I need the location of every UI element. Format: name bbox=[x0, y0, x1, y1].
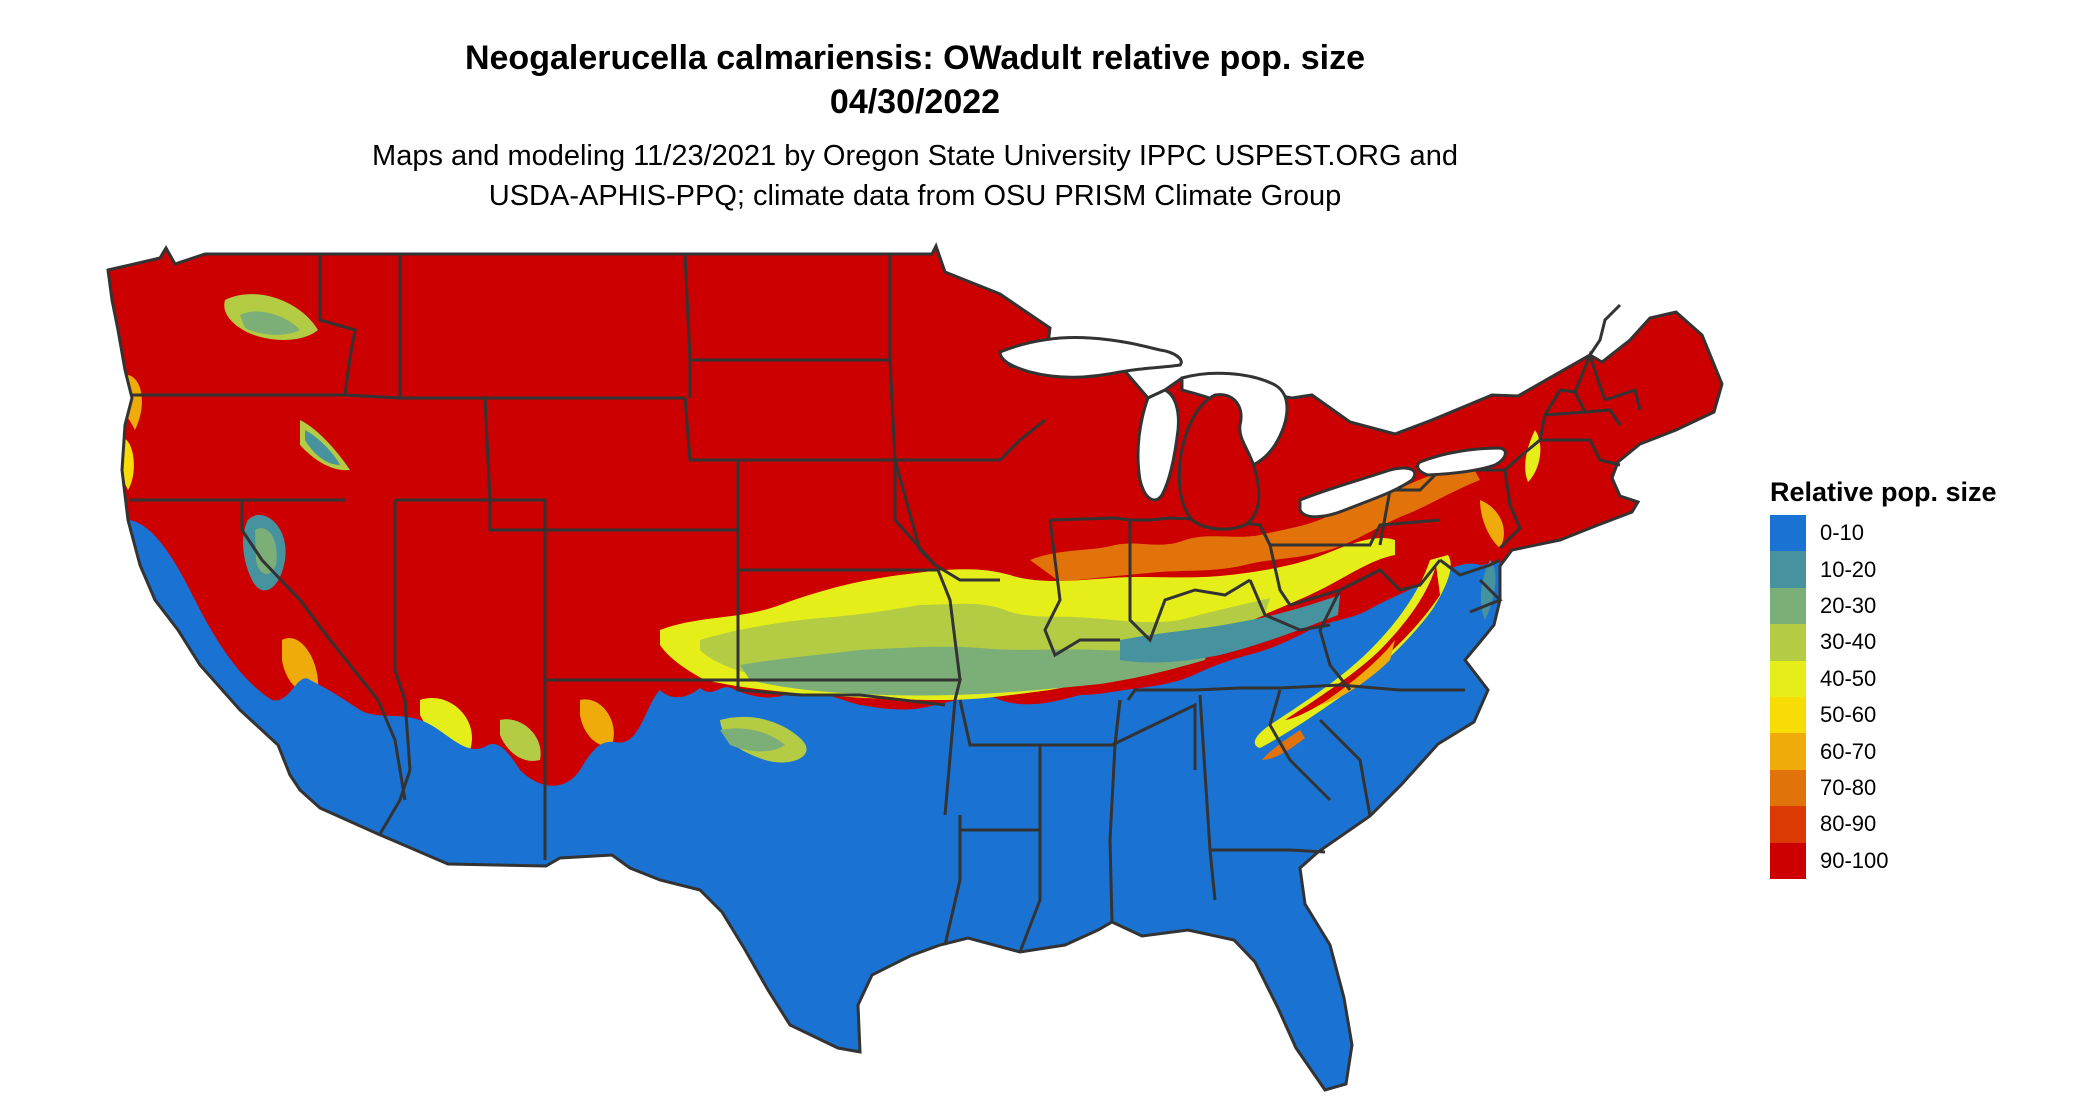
map-subtitle: Maps and modeling 11/23/2021 by Oregon S… bbox=[0, 136, 1830, 216]
legend-item: 80-90 bbox=[1770, 806, 1997, 843]
legend-item: 20-30 bbox=[1770, 587, 1997, 625]
legend-item: 50-60 bbox=[1770, 696, 1997, 734]
state-borders bbox=[106, 244, 1724, 1092]
legend-label: 30-40 bbox=[1820, 629, 1877, 655]
legend-item: 0-10 bbox=[1770, 515, 1997, 552]
legend-swatch bbox=[1770, 842, 1806, 879]
title-line-1: Neogalerucella calmariensis: OWadult rel… bbox=[464, 39, 1366, 77]
legend-swatch bbox=[1770, 587, 1806, 625]
legend-label: 70-80 bbox=[1820, 774, 1877, 800]
map-title: Neogalerucella calmariensis: OWadult rel… bbox=[0, 36, 1830, 124]
legend-swatch bbox=[1770, 660, 1806, 697]
legend-label: 60-70 bbox=[1820, 738, 1877, 764]
legend-swatch bbox=[1770, 696, 1806, 734]
legend-label: 0-10 bbox=[1820, 520, 1865, 546]
legend-item: 10-20 bbox=[1770, 551, 1997, 588]
legend-label: 10-20 bbox=[1820, 556, 1877, 582]
legend-item: 60-70 bbox=[1770, 733, 1997, 770]
legend-label: 80-90 bbox=[1820, 811, 1877, 837]
great-lakes bbox=[998, 336, 1507, 519]
legend-item: 90-100 bbox=[1770, 842, 1997, 879]
legend: Relative pop. size 0-10 10-20 20-30 30-40 40… bbox=[1770, 475, 1997, 879]
legend-items: 0-10 10-20 20-30 30-40 40-50 50-60 60-70 70-80 8… bbox=[1770, 515, 1997, 879]
legend-label: 20-30 bbox=[1820, 592, 1877, 618]
legend-item: 40-50 bbox=[1770, 660, 1997, 697]
population-raster bbox=[108, 246, 1722, 1090]
legend-swatch bbox=[1770, 769, 1806, 807]
legend-swatch bbox=[1770, 624, 1806, 661]
subtitle-line-2: USDA-APHIS-PPQ; climate data from OSU PR… bbox=[488, 180, 1342, 212]
michigan-lower-peninsula bbox=[1177, 393, 1261, 531]
legend-label: 50-60 bbox=[1820, 702, 1877, 728]
legend-item: 30-40 bbox=[1770, 624, 1997, 661]
title-date: 04/30/2022 bbox=[829, 83, 1001, 121]
legend-swatch bbox=[1770, 733, 1806, 770]
legend-label: 90-100 bbox=[1820, 847, 1889, 873]
legend-swatch bbox=[1770, 515, 1806, 552]
legend-label: 40-50 bbox=[1820, 665, 1877, 691]
legend-title: Relative pop. size bbox=[1770, 477, 1997, 507]
legend-swatch bbox=[1770, 806, 1806, 843]
legend-item: 70-80 bbox=[1770, 769, 1997, 807]
legend-swatch bbox=[1770, 551, 1806, 588]
subtitle-line-1: Maps and modeling 11/23/2021 by Oregon S… bbox=[372, 140, 1458, 172]
